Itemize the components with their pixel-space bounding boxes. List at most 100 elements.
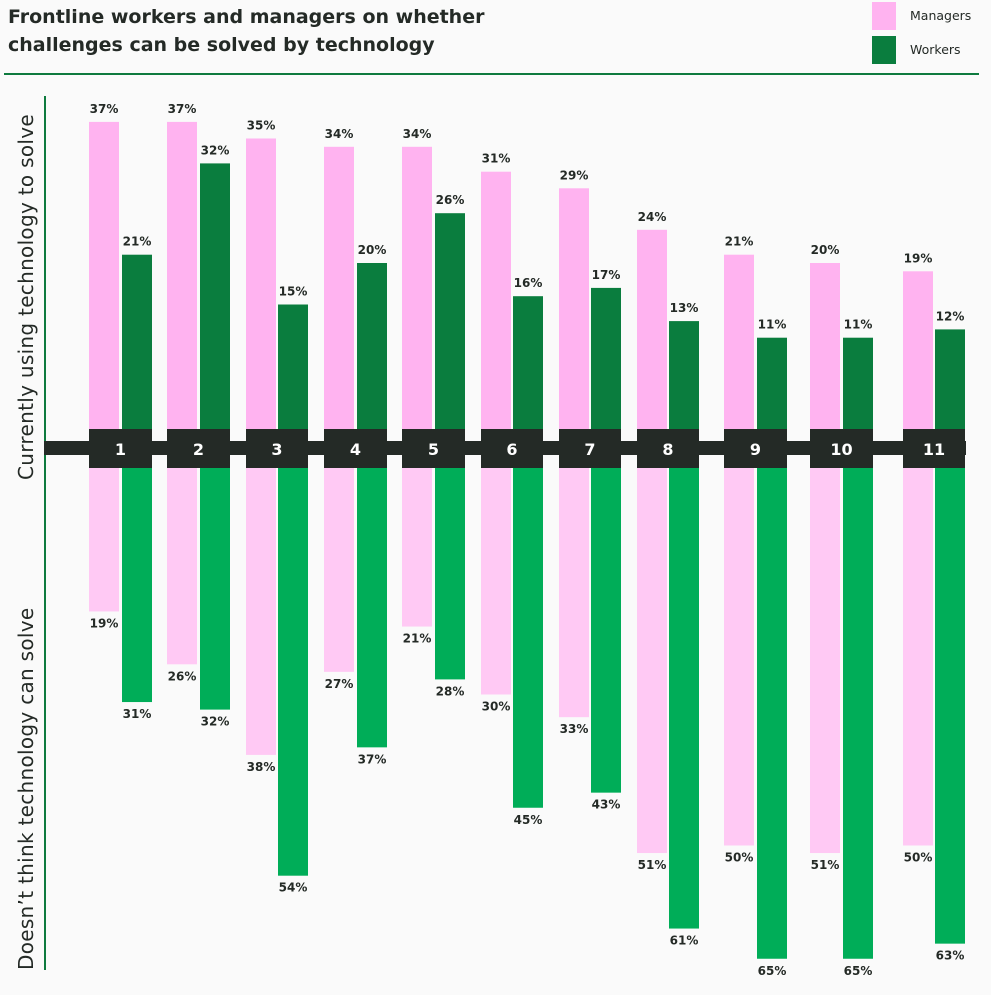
bar-not-solvable-workers-9 — [757, 468, 787, 959]
bar-using-managers-8 — [637, 230, 667, 429]
value-label-using-workers-7: 17% — [592, 268, 621, 282]
value-label-not-solvable-workers-5: 28% — [436, 684, 465, 698]
bar-not-solvable-workers-6 — [513, 468, 543, 808]
category-label-2: 2 — [193, 440, 204, 459]
bar-not-solvable-workers-7 — [591, 468, 621, 793]
value-label-using-managers-4: 34% — [325, 127, 354, 141]
bar-using-managers-3 — [246, 139, 276, 430]
bar-using-managers-6 — [481, 172, 511, 429]
bar-not-solvable-managers-9 — [724, 468, 754, 846]
category-label-4: 4 — [350, 440, 361, 459]
value-label-using-managers-3: 35% — [247, 119, 276, 133]
value-label-using-managers-1: 37% — [90, 102, 119, 116]
bar-not-solvable-workers-1 — [122, 468, 152, 702]
category-label-11: 11 — [923, 440, 945, 459]
bar-using-managers-9 — [724, 255, 754, 429]
category-label-1: 1 — [115, 440, 126, 459]
category-label-9: 9 — [750, 440, 761, 459]
value-label-using-workers-11: 12% — [936, 309, 965, 323]
value-label-not-solvable-managers-9: 50% — [725, 851, 754, 865]
bar-not-solvable-workers-11 — [935, 468, 965, 944]
bar-using-workers-1 — [122, 255, 152, 429]
bar-not-solvable-managers-1 — [89, 468, 119, 611]
bar-using-workers-2 — [200, 163, 230, 429]
value-label-not-solvable-workers-2: 32% — [201, 715, 230, 729]
value-label-not-solvable-workers-3: 54% — [279, 881, 308, 895]
value-label-not-solvable-workers-8: 61% — [670, 934, 699, 948]
bar-not-solvable-managers-5 — [402, 468, 432, 627]
value-label-using-workers-5: 26% — [436, 193, 465, 207]
bar-not-solvable-managers-4 — [324, 468, 354, 672]
bar-not-solvable-workers-3 — [278, 468, 308, 876]
value-label-not-solvable-workers-1: 31% — [123, 707, 152, 721]
value-label-using-workers-3: 15% — [279, 285, 308, 299]
value-label-not-solvable-workers-9: 65% — [758, 964, 787, 978]
bar-using-managers-1 — [89, 122, 119, 429]
bar-using-workers-5 — [435, 213, 465, 429]
category-label-10: 10 — [830, 440, 852, 459]
value-label-using-workers-9: 11% — [758, 318, 787, 332]
category-label-8: 8 — [662, 440, 673, 459]
value-label-not-solvable-managers-10: 51% — [811, 858, 840, 872]
bar-not-solvable-managers-2 — [167, 468, 197, 664]
bar-using-managers-5 — [402, 147, 432, 429]
bar-not-solvable-managers-10 — [810, 468, 840, 853]
value-label-using-workers-4: 20% — [358, 243, 387, 257]
value-label-using-workers-8: 13% — [670, 301, 699, 315]
value-label-not-solvable-managers-3: 38% — [247, 760, 276, 774]
bar-using-managers-2 — [167, 122, 197, 429]
bar-using-workers-7 — [591, 288, 621, 429]
category-label-3: 3 — [271, 440, 282, 459]
value-label-using-managers-9: 21% — [725, 235, 754, 249]
bar-using-workers-3 — [278, 305, 308, 430]
bar-using-managers-11 — [903, 271, 933, 429]
bar-not-solvable-workers-10 — [843, 468, 873, 959]
value-label-not-solvable-managers-6: 30% — [482, 700, 511, 714]
value-label-not-solvable-managers-8: 51% — [638, 858, 667, 872]
bar-using-workers-6 — [513, 296, 543, 429]
bar-not-solvable-managers-3 — [246, 468, 276, 755]
category-label-6: 6 — [506, 440, 517, 459]
value-label-not-solvable-managers-2: 26% — [168, 669, 197, 683]
bar-not-solvable-managers-7 — [559, 468, 589, 717]
category-label-7: 7 — [584, 440, 595, 459]
bar-using-workers-10 — [843, 338, 873, 429]
category-label-5: 5 — [428, 440, 439, 459]
value-label-not-solvable-managers-5: 21% — [403, 632, 432, 646]
bar-not-solvable-workers-5 — [435, 468, 465, 679]
bar-using-managers-4 — [324, 147, 354, 429]
value-label-not-solvable-managers-1: 19% — [90, 616, 119, 630]
bar-not-solvable-workers-4 — [357, 468, 387, 747]
value-label-not-solvable-workers-10: 65% — [844, 964, 873, 978]
value-label-using-managers-11: 19% — [904, 251, 933, 265]
value-label-using-managers-8: 24% — [638, 210, 667, 224]
value-label-not-solvable-workers-4: 37% — [358, 752, 387, 766]
value-label-using-workers-10: 11% — [844, 318, 873, 332]
bar-not-solvable-managers-6 — [481, 468, 511, 695]
bar-using-workers-8 — [669, 321, 699, 429]
value-label-using-managers-10: 20% — [811, 243, 840, 257]
value-label-not-solvable-workers-11: 63% — [936, 949, 965, 963]
bar-using-workers-11 — [935, 329, 965, 429]
value-label-using-managers-7: 29% — [560, 168, 589, 182]
value-label-using-managers-6: 31% — [482, 152, 511, 166]
value-label-not-solvable-workers-6: 45% — [514, 813, 543, 827]
bar-not-solvable-workers-2 — [200, 468, 230, 710]
value-label-not-solvable-managers-4: 27% — [325, 677, 354, 691]
value-label-using-workers-2: 32% — [201, 143, 230, 157]
bar-using-workers-4 — [357, 263, 387, 429]
bar-not-solvable-managers-8 — [637, 468, 667, 853]
value-label-not-solvable-workers-7: 43% — [592, 798, 621, 812]
value-label-using-managers-2: 37% — [168, 102, 197, 116]
value-label-not-solvable-managers-7: 33% — [560, 722, 589, 736]
bar-not-solvable-managers-11 — [903, 468, 933, 846]
bar-using-workers-9 — [757, 338, 787, 429]
value-label-using-workers-6: 16% — [514, 276, 543, 290]
bar-not-solvable-workers-8 — [669, 468, 699, 929]
value-label-not-solvable-managers-11: 50% — [904, 851, 933, 865]
bar-using-managers-10 — [810, 263, 840, 429]
bar-using-managers-7 — [559, 188, 589, 429]
value-label-using-workers-1: 21% — [123, 235, 152, 249]
value-label-using-managers-5: 34% — [403, 127, 432, 141]
